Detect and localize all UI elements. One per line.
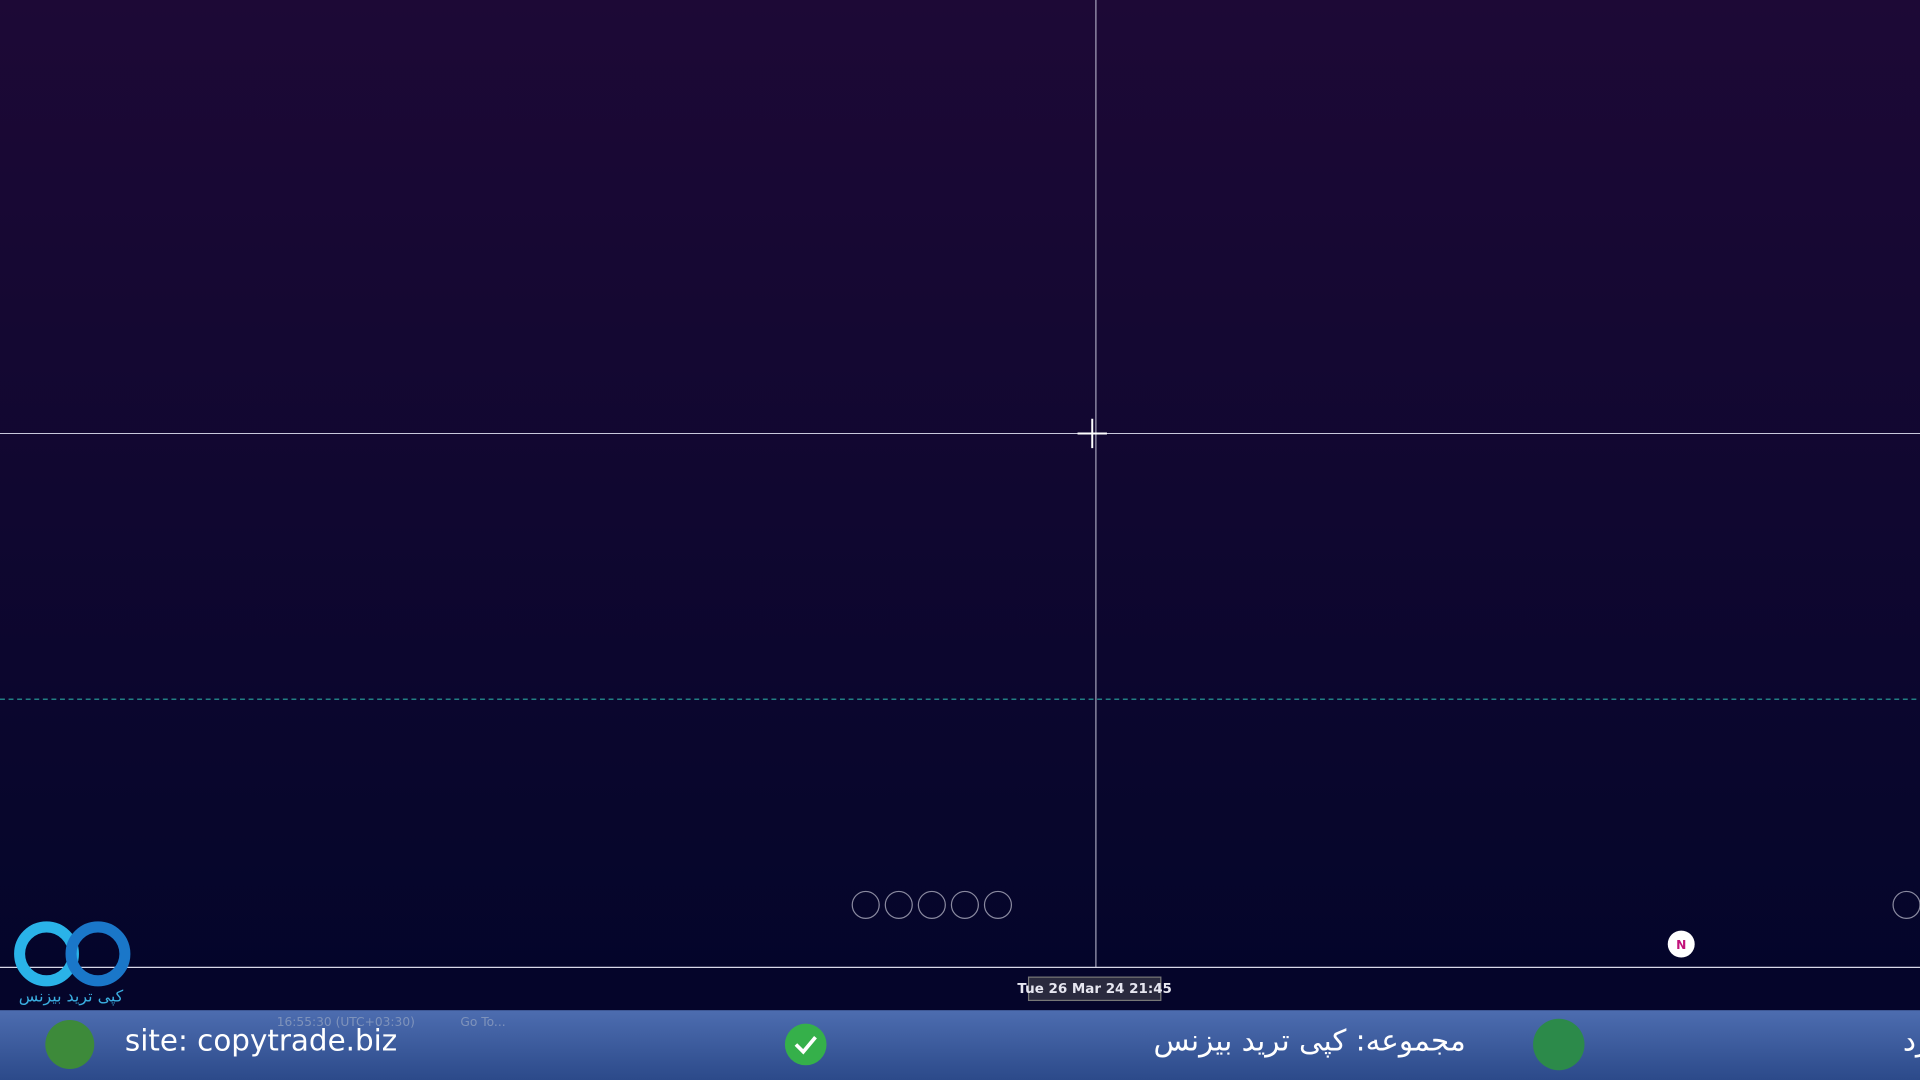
- avatar: [1533, 1018, 1585, 1071]
- badge: N: [1676, 938, 1686, 952]
- badge-bg: [1667, 930, 1695, 958]
- redo[interactable]: [983, 890, 1013, 919]
- zoom-out[interactable]: [884, 890, 913, 919]
- presenter: ارائه توسط: اتابک منفرد: [1903, 1024, 1920, 1058]
- globe-icon: [45, 1020, 95, 1069]
- crosshair-label-bg: [1027, 976, 1162, 1002]
- undo[interactable]: [851, 890, 880, 919]
- crosshair-label: Tue 26 Mar 24 21:45: [1017, 982, 1172, 997]
- toolbar: [0, 1010, 1920, 1080]
- axis-bg: [0, 968, 1920, 1011]
- logo: کپی ترید بیزنس: [14, 921, 131, 1007]
- logo-ring: [65, 921, 131, 987]
- reset[interactable]: [917, 890, 946, 919]
- zoom-in[interactable]: [950, 890, 979, 919]
- check-mark: [794, 1035, 817, 1055]
- scroll-right[interactable]: [1892, 890, 1920, 919]
- collection: مجموعه: کپی ترید بیزنس: [1153, 1024, 1465, 1059]
- zoom-controls[interactable]: [851, 890, 1920, 919]
- logo-text: کپی ترید بیزنس: [19, 987, 124, 1007]
- site: site: copytrade.biz: [125, 1024, 397, 1058]
- goto[interactable]: Go To...: [460, 1015, 505, 1029]
- check-icon: [784, 1023, 827, 1066]
- cursor: [1077, 418, 1107, 449]
- chart-bg: [0, 0, 1920, 1011]
- clock: 16:55:30 (UTC+03:30): [277, 1015, 415, 1029]
